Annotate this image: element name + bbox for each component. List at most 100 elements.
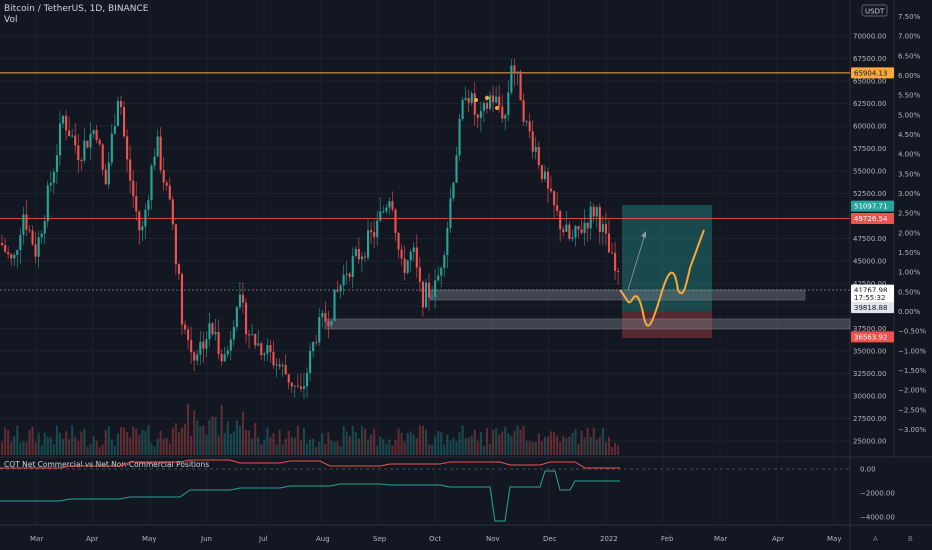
cot-commercial-line[interactable] (0, 459, 620, 469)
candle (528, 121, 531, 132)
volume-bar (184, 423, 187, 455)
candle (385, 207, 388, 212)
volume-bar (28, 429, 31, 455)
percent-axis-label: 3.00% (898, 190, 921, 198)
volume-bar (7, 429, 10, 455)
volume-bar (232, 431, 235, 455)
volume-bar (571, 432, 574, 455)
candle (196, 354, 199, 361)
volume-bar (394, 439, 397, 455)
volume-bar (293, 437, 296, 455)
volume-bar (180, 427, 184, 455)
candle (293, 385, 296, 387)
candle (126, 136, 129, 160)
volume-bar (248, 430, 251, 455)
volume-bar (370, 434, 373, 455)
candle (589, 206, 592, 229)
candle (290, 382, 293, 387)
candle (443, 255, 446, 268)
candle (74, 135, 77, 146)
volume-bar (501, 431, 504, 455)
candle (123, 106, 126, 137)
long-position-profit-zone[interactable] (622, 205, 712, 311)
price-badge (851, 302, 894, 314)
volume-bar (598, 436, 601, 455)
volume-bar (467, 437, 470, 455)
candle (604, 224, 607, 234)
volume-bar (617, 445, 620, 455)
volume-bar (333, 442, 336, 455)
volume-bar (412, 434, 415, 455)
currency-tag[interactable] (861, 4, 888, 17)
price-axis-label: 52500.00 (853, 190, 886, 198)
projection-arrowhead (641, 231, 646, 238)
volume-bar (495, 428, 498, 455)
volume-bar (531, 441, 534, 455)
volume-bar (19, 442, 22, 455)
support-zone-lower[interactable] (324, 318, 851, 330)
volume-bar (168, 443, 171, 455)
candle (351, 255, 354, 277)
candle (214, 332, 217, 335)
volume-bar (528, 440, 531, 455)
long-position-loss-zone[interactable] (622, 311, 712, 338)
volume-bar (437, 430, 440, 455)
candle (165, 182, 168, 186)
candle (556, 205, 559, 212)
volume-bar (318, 441, 321, 455)
time-axis-label: Apr (86, 535, 98, 543)
candle (437, 275, 440, 281)
price-badge (851, 291, 894, 303)
projection-arrow[interactable] (627, 233, 646, 291)
volume-bar (68, 439, 71, 455)
candle (180, 274, 184, 325)
cot-noncommercial-line[interactable] (0, 470, 620, 522)
candle (153, 156, 156, 166)
candle (68, 130, 71, 137)
candle (400, 249, 403, 259)
candle (376, 220, 379, 238)
candle (485, 103, 489, 109)
price-axis-label: 25000.00 (853, 438, 886, 446)
volume-bar (287, 431, 290, 455)
candle (473, 93, 476, 115)
candle (345, 273, 348, 275)
volume-bar (101, 444, 104, 455)
price-axis-label: 30000.00 (853, 393, 886, 401)
volume-bar (507, 433, 510, 455)
symbol-title[interactable]: Bitcoin / TetherUS, 1D, BINANCE (4, 4, 149, 14)
candle (177, 264, 180, 275)
volume-bar (302, 427, 306, 455)
volume-bar (345, 431, 348, 455)
price-axis-label: 42500.00 (853, 280, 886, 288)
volume-bar (202, 425, 205, 455)
volume-bar (217, 435, 220, 455)
candle (614, 252, 617, 272)
candle (516, 71, 519, 73)
candle (272, 351, 275, 366)
candle (424, 282, 428, 308)
candle (266, 345, 269, 354)
percent-axis-label: 6.00% (898, 72, 921, 80)
volume-bar (403, 441, 406, 455)
candle (440, 267, 443, 276)
signal-marker (485, 96, 489, 100)
candle (83, 140, 86, 161)
candle (7, 251, 10, 255)
candle (232, 327, 235, 340)
candle (257, 343, 260, 346)
candle (208, 323, 211, 340)
candle (607, 233, 611, 253)
forecast-path[interactable] (619, 229, 705, 327)
volume-bar (540, 441, 543, 455)
candle (129, 159, 132, 181)
price-badge (851, 67, 894, 79)
volume-bar (278, 429, 281, 455)
volume-bar (95, 440, 98, 455)
volume-bar (116, 433, 119, 455)
volume-bar (46, 436, 49, 455)
support-zone-upper[interactable] (429, 289, 806, 301)
price-badge-label: 65904.13 (854, 69, 887, 77)
